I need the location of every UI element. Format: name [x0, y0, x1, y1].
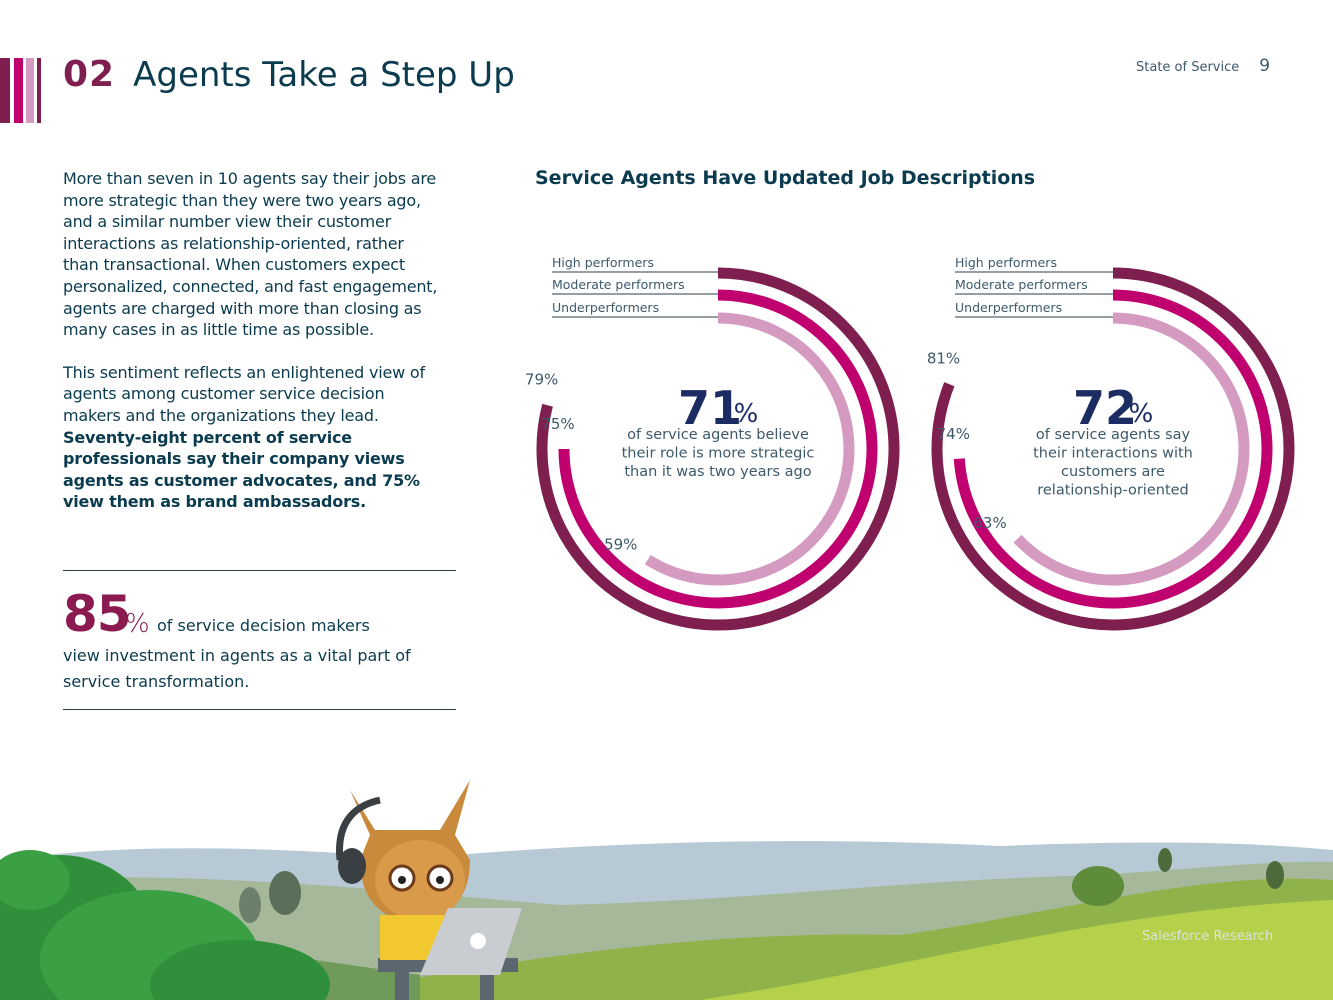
arc-high-performers: [931, 267, 1295, 631]
legend-label: Underperformers: [552, 300, 659, 315]
stripe-2: [14, 58, 23, 123]
body-text: More than seven in 10 agents say their j…: [63, 168, 443, 534]
chart-title: Service Agents Have Updated Job Descript…: [535, 167, 1036, 189]
headline-percent: %: [1129, 399, 1154, 429]
section-stripes: [0, 58, 41, 123]
footer-brand: Salesforce Research: [1142, 929, 1274, 944]
headline-description-line: than it was two years ago: [624, 464, 811, 480]
legend-label: Underperformers: [955, 300, 1062, 315]
headline-description-line: of service agents say: [1036, 427, 1191, 443]
page-number: 9: [1259, 56, 1271, 76]
section-title: Agents Take a Step Up: [133, 55, 515, 95]
headline-description-line: their interactions with: [1033, 446, 1193, 462]
paragraph-2-plain: This sentiment reflects an enlightened v…: [63, 362, 425, 425]
headline-description-line: of service agents believe: [627, 427, 809, 443]
headline-value: 71: [678, 381, 742, 435]
stat-callout: 85 % of service decision makers view inv…: [63, 570, 456, 710]
headline-description-line: customers are: [1061, 464, 1165, 480]
running-header: State of Service 9: [1136, 56, 1270, 76]
headline-description-line: their role is more strategic: [622, 446, 815, 462]
cloud-logo-icon: [470, 933, 486, 949]
radial-chart-1: High performers 79% Moderate performers 75%…: [525, 255, 900, 631]
value-label: 63%: [973, 514, 1006, 532]
callout-number: 85: [63, 585, 132, 643]
legend-label: Moderate performers: [552, 277, 685, 292]
bush-icon: [0, 850, 330, 1000]
legend-label: High performers: [955, 255, 1057, 270]
legend-label: Moderate performers: [955, 277, 1088, 292]
report-name: State of Service: [1136, 60, 1240, 75]
stripe-4: [37, 58, 41, 123]
chart-layer: High performers 79% Moderate performers 75%…: [525, 255, 1295, 631]
section-number: 02: [63, 54, 116, 95]
value-label: 75%: [541, 415, 574, 433]
cat-mascot-icon: [336, 780, 522, 1000]
legend-label: High performers: [552, 255, 654, 270]
value-label: 59%: [604, 535, 637, 553]
stripe-1: [0, 58, 10, 123]
value-label: 79%: [525, 371, 558, 389]
paragraph-2-bold: Seventy-eight percent of service profess…: [63, 427, 420, 512]
value-label: 81%: [927, 349, 960, 367]
headline-percent: %: [734, 399, 759, 429]
stripe-3: [26, 58, 34, 123]
value-label: 74%: [937, 425, 970, 443]
callout-percent: %: [125, 609, 150, 639]
arc-moderate-performers: [953, 289, 1273, 609]
arc-underperformers: [1013, 312, 1250, 586]
callout-text-rest: view investment in agents as a vital par…: [63, 646, 411, 691]
arc-moderate-performers: [558, 289, 878, 609]
landscape-illustration: [0, 780, 1333, 1000]
arc-high-performers: [536, 267, 900, 631]
headline-description-line: relationship-oriented: [1037, 483, 1189, 499]
tree-icons: [239, 848, 1284, 923]
arc-underperformers: [644, 312, 855, 586]
bright-slope: [700, 900, 1333, 1000]
radial-chart-2: High performers 81% Moderate performers 74%…: [927, 255, 1295, 631]
callout-text-line1: of service decision makers: [157, 616, 370, 635]
paragraph-2: This sentiment reflects an enlightened v…: [63, 362, 443, 513]
paragraph-1: More than seven in 10 agents say their j…: [63, 169, 438, 340]
page-title: 02 Agents Take a Step Up: [63, 54, 515, 95]
headline-value: 72: [1073, 381, 1137, 435]
